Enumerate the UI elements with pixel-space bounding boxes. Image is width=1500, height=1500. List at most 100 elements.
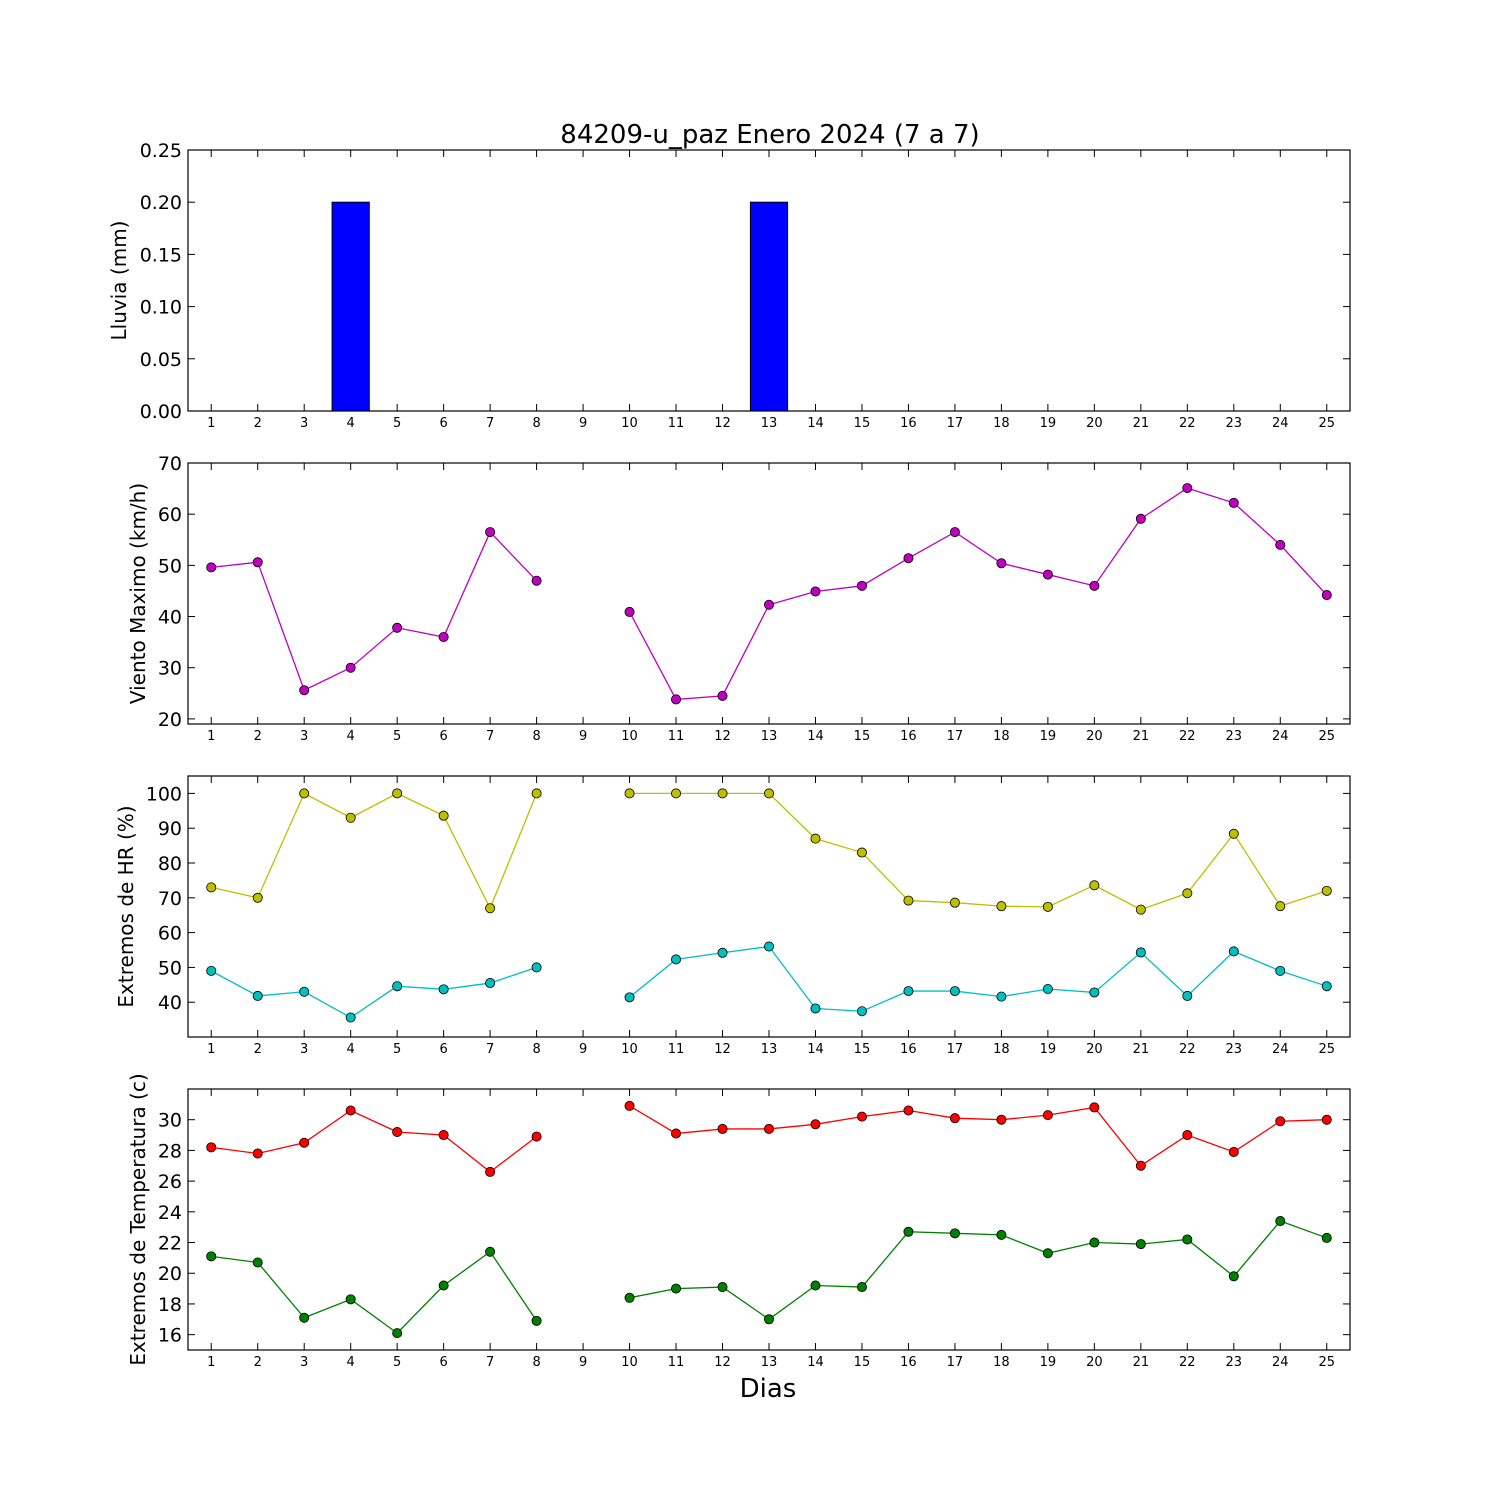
data-point — [299, 685, 310, 696]
x-tick-label: 24 — [1272, 1355, 1289, 1370]
x-tick-label: 5 — [393, 416, 401, 431]
data-point — [624, 1100, 635, 1111]
data-point — [1042, 983, 1053, 994]
data-point — [1321, 590, 1332, 601]
x-tick-label: 20 — [1086, 1355, 1103, 1370]
data-point — [392, 788, 403, 799]
data-point — [810, 586, 821, 597]
data-point — [1228, 946, 1239, 957]
data-point — [764, 1123, 775, 1134]
data-point — [903, 1105, 914, 1116]
x-tick-label: 16 — [900, 729, 917, 744]
data-point — [1182, 888, 1193, 899]
y-tick-label: 30 — [158, 1110, 182, 1132]
x-tick-label: 12 — [714, 1042, 731, 1057]
data-point — [1042, 569, 1053, 580]
series-line — [629, 792, 1327, 911]
series-line — [628, 487, 1328, 701]
x-tick-label: 21 — [1133, 1042, 1150, 1057]
data-point — [1089, 987, 1100, 998]
data-point — [531, 788, 542, 799]
x-tick-label: 2 — [254, 729, 262, 744]
x-tick-label: 22 — [1179, 1355, 1196, 1370]
y-tick-label: 28 — [158, 1140, 182, 1162]
data-point — [949, 1228, 960, 1239]
data-point — [717, 1282, 728, 1293]
y-tick-label: 0.15 — [140, 244, 182, 266]
x-axis-label: Dias — [740, 1374, 797, 1404]
y-tick-label: 60 — [158, 923, 182, 945]
data-point — [485, 1166, 496, 1177]
plot-area — [187, 775, 1351, 1038]
data-point — [764, 788, 775, 799]
x-tick-label: 4 — [347, 729, 355, 744]
data-point — [252, 1148, 263, 1159]
data-point — [1275, 1216, 1286, 1227]
x-tick-label: 10 — [621, 1355, 638, 1370]
x-tick-label: 20 — [1086, 416, 1103, 431]
x-tick-label: 17 — [947, 416, 964, 431]
x-tick-label: 11 — [668, 1355, 685, 1370]
data-point — [1228, 1271, 1239, 1282]
y-tick-label: 26 — [158, 1171, 182, 1193]
series-line — [629, 945, 1327, 1012]
y-tick-label: 70 — [158, 453, 182, 475]
data-point — [1135, 947, 1146, 958]
y-tick-label: 0.20 — [140, 192, 182, 214]
data-point — [1321, 981, 1332, 992]
y-tick-label: 50 — [158, 555, 182, 577]
x-tick-label: 5 — [393, 1042, 401, 1057]
x-tick-label: 8 — [532, 1042, 540, 1057]
y-tick-label: 0.10 — [140, 297, 182, 319]
x-tick-label: 14 — [807, 1042, 824, 1057]
data-point — [1182, 1130, 1193, 1141]
x-tick-label: 8 — [532, 729, 540, 744]
x-tick-label: 4 — [347, 1355, 355, 1370]
data-point — [1089, 1102, 1100, 1113]
series-line — [211, 530, 538, 692]
data-point — [717, 1123, 728, 1134]
x-tick-label: 4 — [347, 1042, 355, 1057]
y-tick-label: 100 — [146, 783, 182, 805]
data-point — [671, 1128, 682, 1139]
y-tick-label: 90 — [158, 818, 182, 840]
data-point — [345, 1294, 356, 1305]
x-tick-label: 3 — [300, 416, 308, 431]
series-line — [211, 792, 538, 910]
y-tick-label: 60 — [158, 504, 182, 526]
data-point — [996, 1229, 1007, 1240]
data-point — [717, 690, 728, 701]
data-point — [531, 962, 542, 973]
data-point — [949, 897, 960, 908]
bar — [331, 201, 370, 412]
y-tick-label: 50 — [158, 957, 182, 979]
x-tick-label: 3 — [300, 1042, 308, 1057]
data-point — [764, 941, 775, 952]
x-tick-label: 25 — [1318, 416, 1335, 431]
data-point — [1275, 965, 1286, 976]
x-tick-label: 17 — [947, 1042, 964, 1057]
data-point — [810, 1280, 821, 1291]
data-point — [1135, 1239, 1146, 1250]
x-tick-label: 25 — [1318, 1355, 1335, 1370]
data-point — [856, 1282, 867, 1293]
x-tick-label: 21 — [1133, 1355, 1150, 1370]
data-point — [671, 694, 682, 705]
data-point — [1275, 1116, 1286, 1127]
data-point — [856, 580, 867, 591]
x-tick-label: 17 — [947, 1355, 964, 1370]
data-point — [1228, 1146, 1239, 1157]
series-line — [211, 1109, 537, 1173]
x-tick-label: 25 — [1318, 1042, 1335, 1057]
data-point — [1275, 901, 1286, 912]
x-tick-label: 4 — [347, 416, 355, 431]
data-point — [299, 1137, 310, 1148]
data-point — [392, 1126, 403, 1137]
x-tick-label: 13 — [761, 729, 778, 744]
data-point — [856, 1111, 867, 1122]
data-point — [1135, 904, 1146, 915]
x-tick-label: 13 — [761, 416, 778, 431]
data-point — [949, 1113, 960, 1124]
